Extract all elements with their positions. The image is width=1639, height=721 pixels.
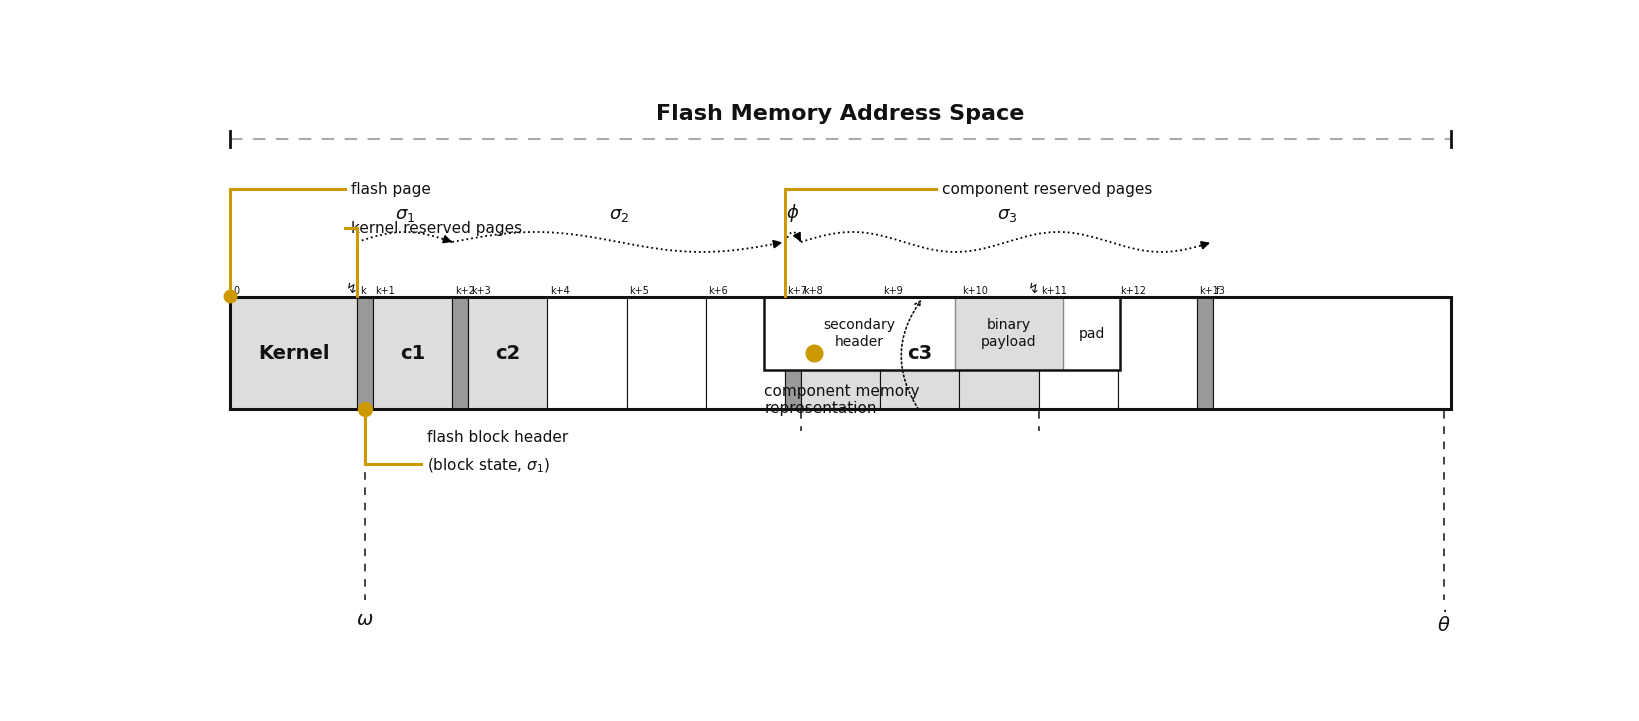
Bar	[229, 298, 357, 409]
Text: Kernel: Kernel	[257, 343, 329, 363]
Text: component memory
representation: component memory representation	[764, 384, 919, 416]
Text: k+8: k+8	[803, 286, 823, 296]
Text: c1: c1	[400, 343, 425, 363]
Text: binary
payload: binary payload	[980, 319, 1036, 349]
Text: $\sigma_2$: $\sigma_2$	[608, 206, 628, 224]
Bar	[959, 298, 1037, 409]
Bar	[764, 298, 1119, 370]
Text: k+10: k+10	[962, 286, 987, 296]
Bar	[452, 298, 467, 409]
Bar	[1062, 298, 1119, 370]
Bar	[1213, 298, 1451, 409]
Bar	[1118, 298, 1196, 409]
Text: k+7: k+7	[787, 286, 806, 296]
Text: flash block header: flash block header	[428, 430, 569, 445]
Text: kernel reserved pages: kernel reserved pages	[351, 221, 521, 236]
Bar	[954, 298, 1062, 370]
Bar	[785, 298, 800, 409]
Text: k+11: k+11	[1041, 286, 1067, 296]
Text: k+4: k+4	[549, 286, 569, 296]
Text: $\dot{\theta}$: $\dot{\theta}$	[1436, 610, 1451, 636]
Text: 0: 0	[233, 286, 239, 296]
Text: k+2: k+2	[454, 286, 474, 296]
Bar	[800, 298, 880, 409]
Text: Flash Memory Address Space: Flash Memory Address Space	[656, 105, 1024, 124]
Text: k+5: k+5	[629, 286, 649, 296]
Bar	[372, 298, 452, 409]
Bar	[880, 298, 959, 409]
Text: ↯: ↯	[346, 283, 357, 296]
Bar	[1037, 298, 1118, 409]
Bar	[626, 298, 705, 409]
Bar	[229, 298, 1449, 409]
Text: pad: pad	[1078, 327, 1105, 340]
Text: $\omega$: $\omega$	[356, 610, 374, 629]
Bar	[467, 298, 547, 409]
Text: $\sigma_1$: $\sigma_1$	[395, 206, 415, 224]
Text: k+1: k+1	[375, 286, 395, 296]
Text: secondary
header: secondary header	[823, 319, 895, 349]
Text: ↯: ↯	[1028, 283, 1039, 296]
Text: f: f	[1214, 286, 1218, 296]
Text: component reserved pages: component reserved pages	[941, 182, 1152, 197]
Text: c3: c3	[906, 343, 931, 363]
Text: $\phi$: $\phi$	[785, 202, 800, 224]
Text: k: k	[359, 286, 365, 296]
Bar	[547, 298, 626, 409]
Text: k+6: k+6	[708, 286, 728, 296]
Text: k+9: k+9	[882, 286, 901, 296]
Bar	[764, 298, 954, 370]
Text: (block state, $\sigma_1$): (block state, $\sigma_1$)	[428, 456, 551, 475]
Text: k+12: k+12	[1119, 286, 1146, 296]
Bar	[705, 298, 785, 409]
Text: k+13: k+13	[1198, 286, 1224, 296]
Bar	[357, 298, 372, 409]
Text: k+3: k+3	[470, 286, 490, 296]
Bar	[1196, 298, 1213, 409]
Text: $\sigma_3$: $\sigma_3$	[997, 206, 1016, 224]
Text: flash page: flash page	[351, 182, 431, 197]
Text: c2: c2	[495, 343, 520, 363]
